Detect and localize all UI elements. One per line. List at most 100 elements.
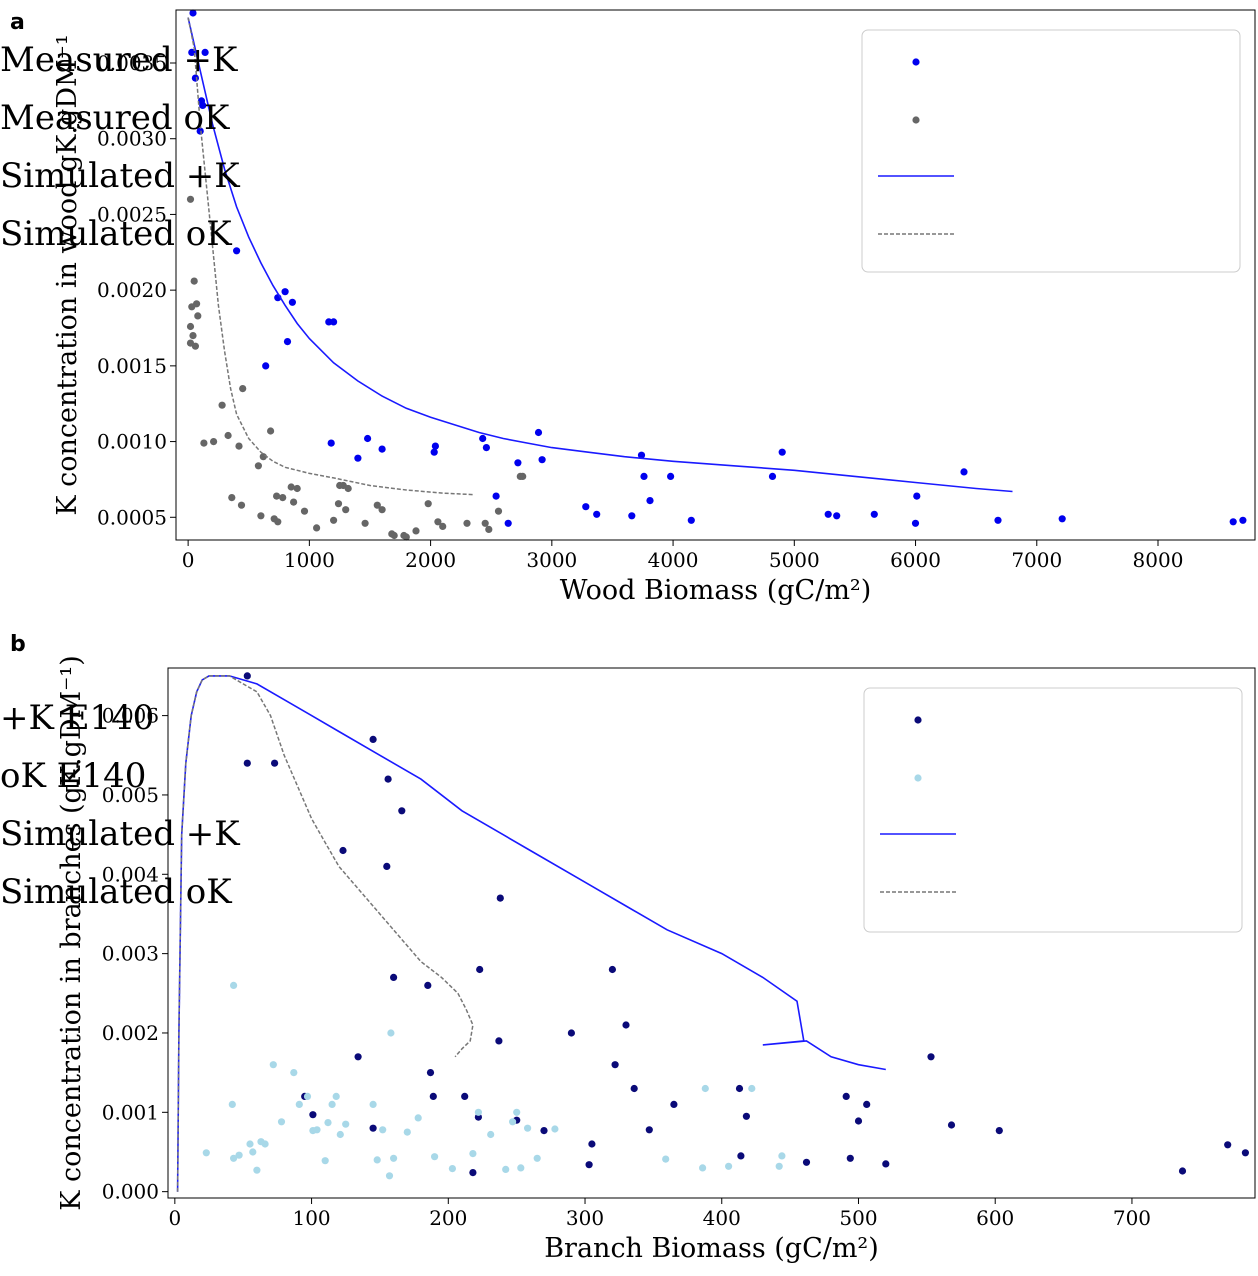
point-b-k-e140-33 [670,1100,678,1108]
point-b-ok-e140-25 [379,1126,387,1134]
point-b-k-e140-9 [390,973,398,982]
point-a-measured-k-5 [201,48,209,57]
point-b-ok-e140-36 [502,1165,510,1173]
point-a-measured-ok-52 [519,472,527,480]
point-a-measured-ok-27 [293,484,301,493]
point-a-measured-ok-50 [494,507,503,515]
point-b-ok-e140-24 [373,1156,381,1164]
point-b-ok-e140-38 [513,1108,521,1116]
x-tick-label-a-7: 7000 [1011,548,1062,572]
point-b-k-e140-38 [842,1092,850,1100]
point-a-measured-ok-1 [190,277,198,285]
point-a-measured-ok-20 [257,512,265,520]
point-a-measured-k-6 [199,101,207,109]
point-a-measured-k-26 [534,428,543,437]
point-a-measured-k-45 [1058,515,1066,523]
point-b-ok-e140-34 [474,1108,482,1116]
x-tick-label-b-0: 0 [168,1206,181,1230]
point-b-k-e140-0 [243,672,251,680]
point-b-ok-e140-5 [246,1140,254,1148]
point-b-ok-e140-11 [277,1118,286,1126]
point-b-k-e140-40 [854,1117,863,1125]
point-b-k-e140-42 [882,1160,890,1168]
point-b-k-e140-2 [271,759,279,767]
point-a-measured-ok-34 [342,506,350,514]
series-line-b-simulated-k [176,675,886,1192]
point-b-k-e140-7 [383,862,391,871]
x-tick-label-a-2: 2000 [405,548,456,572]
x-tick-label-b-3: 300 [566,1206,604,1230]
point-b-ok-e140-46 [725,1162,733,1170]
x-tick-label-a-1: 1000 [284,548,335,572]
point-a-measured-ok-47 [463,519,471,527]
x-tick-label-a-0: 0 [182,548,195,572]
point-b-ok-e140-0 [230,981,238,990]
point-a-measured-k-23 [492,492,500,500]
point-a-measured-k-15 [327,439,335,447]
point-b-k-e140-45 [1178,1167,1187,1175]
series-line-b-simulated-ok [176,675,474,1192]
point-b-ok-e140-49 [778,1152,786,1160]
point-a-measured-k-39 [833,512,841,520]
point-b-k-e140-39 [846,1154,854,1162]
x-tick-label-b-4: 400 [703,1206,741,1230]
point-a-measured-k-25 [514,459,522,467]
point-a-measured-k-42 [913,492,921,500]
point-a-measured-ok-19 [267,427,275,435]
point-a-measured-ok-4 [194,312,202,320]
point-a-measured-k-9 [281,288,289,296]
legend-box-a [861,29,1241,273]
point-a-measured-k-10 [288,298,296,306]
point-b-k-e140-31 [630,1084,638,1093]
point-a-measured-ok-3 [188,303,196,311]
panel-letter-b: b [10,632,26,657]
point-b-k-e140-16 [354,1053,362,1061]
point-a-measured-ok-17 [254,462,262,470]
point-b-ok-e140-44 [699,1164,707,1172]
point-b-ok-e140-35 [487,1130,495,1139]
y-tick-label-a-5: 0.0030 [97,127,167,151]
point-b-ok-e140-13 [295,1100,303,1108]
point-b-k-e140-15 [495,1037,503,1045]
legend-label-a-simulated-ok: Simulated oK [0,214,232,254]
point-b-k-e140-1 [243,759,251,767]
point-a-measured-k-40 [870,510,878,518]
point-b-k-e140-23 [429,1092,437,1100]
legend-swatch-a-measured-k [912,58,920,66]
point-b-ok-e140-28 [390,1154,398,1162]
point-b-ok-e140-42 [551,1125,559,1133]
point-a-measured-ok-30 [330,516,338,524]
point-a-measured-ok-25 [287,483,295,491]
y-tick-label-b-0: 0.000 [102,1180,159,1204]
point-b-k-e140-25 [469,1169,477,1177]
point-a-measured-ok-37 [373,501,381,509]
point-a-measured-k-21 [479,434,487,443]
point-a-measured-k-17 [364,434,372,443]
point-b-ok-e140-18 [324,1119,332,1127]
point-a-measured-k-44 [994,516,1002,524]
point-a-measured-k-16 [354,454,362,462]
point-b-k-e140-10 [424,981,432,990]
point-b-ok-e140-43 [662,1155,670,1163]
point-b-k-e140-41 [863,1100,871,1108]
point-a-measured-k-43 [960,468,968,476]
point-b-k-e140-30 [588,1140,596,1148]
point-b-k-e140-44 [995,1127,1003,1135]
point-b-k-e140-35 [737,1152,745,1160]
point-b-k-e140-8 [496,894,504,902]
point-b-k-e140-11 [476,965,484,974]
point-a-measured-ok-16 [237,501,246,509]
point-a-measured-ok-9 [200,439,208,447]
point-b-ok-e140-3 [230,1154,238,1162]
point-a-measured-ok-8 [191,342,199,350]
point-a-measured-k-33 [646,497,654,505]
legend-swatch-a-measured-ok [912,116,920,124]
y-tick-label-a-1: 0.0010 [97,430,167,454]
legend-swatch-b-k-e140 [914,716,922,724]
point-b-ok-e140-4 [235,1151,243,1159]
point-a-measured-k-35 [687,516,695,524]
y-tick-label-a-4: 0.0025 [97,202,167,226]
point-a-measured-k-22 [482,444,490,452]
point-b-k-e140-17 [426,1069,435,1077]
